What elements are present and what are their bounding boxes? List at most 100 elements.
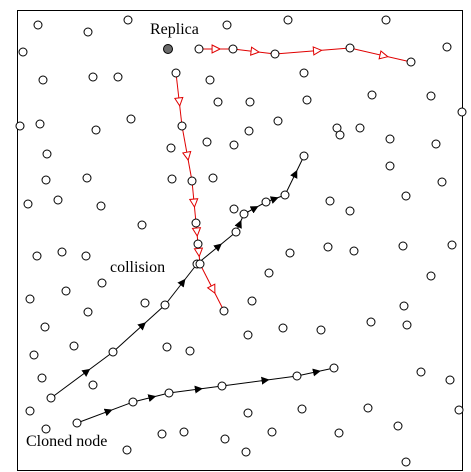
network-node: [264, 268, 274, 278]
network-node: [15, 121, 25, 131]
network-node: [18, 47, 28, 57]
network-node: [42, 149, 52, 159]
network-node: [302, 95, 312, 105]
cloned-path-node: [280, 190, 290, 200]
network-node: [82, 173, 92, 183]
network-node: [57, 247, 67, 257]
network-node: [222, 20, 232, 30]
replica-path-node: [191, 218, 201, 228]
network-node: [126, 114, 136, 124]
replica-path-node: [195, 259, 205, 269]
network-node: [40, 322, 50, 332]
network-node: [229, 140, 239, 150]
replica-path-node: [194, 44, 204, 54]
network-node: [297, 404, 307, 414]
cloned-path-node: [160, 300, 170, 310]
cloned-path-edge: [284, 155, 305, 196]
cloned-path-node: [164, 388, 174, 398]
network-node: [243, 408, 253, 418]
network-node: [426, 91, 436, 101]
network-node: [381, 15, 391, 25]
cloned-node-path-lower: [72, 363, 339, 428]
network-node: [273, 116, 283, 126]
network-node: [205, 75, 215, 85]
network-node: [299, 68, 309, 78]
network-node: [179, 427, 189, 437]
network-node: [53, 195, 63, 205]
network-node: [401, 191, 411, 201]
network-node: [123, 15, 133, 25]
network-node: [283, 15, 293, 25]
network-node: [167, 174, 177, 184]
network-node: [25, 294, 35, 304]
network-node: [202, 137, 212, 147]
network-node: [162, 342, 172, 352]
replica-path-node: [219, 306, 229, 316]
cloned-path-node: [239, 209, 249, 219]
cloned-node-label: Cloned node: [26, 433, 107, 450]
network-node: [32, 251, 42, 261]
replica-path-node: [177, 121, 187, 131]
network-node: [96, 201, 106, 211]
cloned-path-edge: [112, 304, 166, 353]
collision-label: collision: [110, 259, 165, 276]
network-node: [442, 42, 452, 52]
network-node: [278, 323, 288, 333]
cloned-path-node: [46, 393, 56, 403]
network-node: [457, 107, 467, 117]
network-node: [325, 196, 335, 206]
network-node: [213, 97, 223, 107]
network-node: [247, 296, 257, 306]
network-node: [402, 320, 412, 330]
network-node: [335, 130, 345, 140]
network-node: [401, 457, 411, 467]
network-node: [81, 251, 91, 261]
replica-path-edge: [349, 47, 412, 63]
network-node: [244, 126, 254, 136]
network-node: [33, 20, 43, 30]
network-node: [41, 175, 51, 185]
replica-node: [163, 44, 173, 54]
network-node: [241, 447, 251, 457]
replica-label: Replica: [150, 21, 199, 38]
replica-path-edge: [274, 47, 351, 55]
network-node: [366, 317, 376, 327]
network-node: [88, 380, 98, 390]
cloned-path-node: [128, 397, 138, 407]
network-node: [243, 330, 253, 340]
replica-path-node: [228, 44, 238, 54]
cloned-path-edge: [221, 375, 298, 387]
cloned-path-node: [292, 371, 302, 381]
network-node: [37, 373, 47, 383]
replica-path-node: [193, 239, 203, 249]
cloned-path-edge: [168, 385, 223, 394]
network-node: [345, 206, 355, 216]
replica-path-node: [406, 57, 416, 67]
network-node: [38, 75, 48, 85]
cloned-path-edge: [50, 351, 114, 399]
network-node: [35, 119, 45, 129]
network-node: [91, 125, 101, 135]
network-node: [157, 429, 167, 439]
network-node: [398, 241, 408, 251]
network-node: [61, 286, 71, 296]
network-node: [122, 445, 132, 455]
network-node: [416, 367, 426, 377]
replica-path-edge: [191, 180, 197, 224]
network-node: [88, 72, 98, 82]
diagram-border: [17, 10, 463, 471]
replica-path-node: [187, 176, 197, 186]
network-node: [97, 278, 107, 288]
cloned-path-edge: [132, 392, 170, 403]
replica-path-edge: [181, 125, 193, 182]
network-node: [83, 27, 93, 37]
network-node: [437, 177, 447, 187]
network-node: [426, 271, 436, 281]
network-node: [367, 90, 377, 100]
network-node: [69, 341, 79, 351]
network-node: [245, 97, 255, 107]
cloned-path-node: [72, 418, 82, 428]
network-node: [140, 298, 150, 308]
